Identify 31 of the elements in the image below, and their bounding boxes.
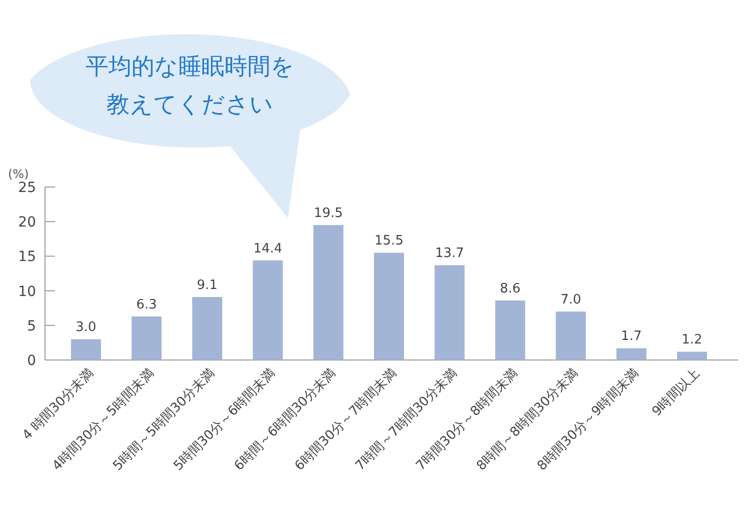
bar — [495, 300, 526, 360]
data-label: 8.6 — [500, 281, 521, 296]
bar — [252, 260, 283, 360]
y-tick-label: 15 — [18, 249, 36, 266]
data-label: 15.5 — [374, 234, 404, 249]
bar — [71, 339, 101, 360]
y-tick-label: 10 — [18, 284, 36, 300]
bar — [374, 252, 404, 360]
bar — [556, 312, 586, 360]
bar — [132, 316, 162, 360]
bar — [434, 265, 465, 360]
chart-title: 平均的な睡眠時間を教えてください — [86, 54, 294, 118]
data-label: 6.3 — [136, 297, 157, 312]
y-tick-label: 25 — [18, 180, 36, 196]
y-tick-label: 20 — [18, 214, 36, 231]
data-label: 7.0 — [560, 292, 582, 308]
bar — [677, 352, 707, 360]
data-label: 14.4 — [253, 241, 282, 256]
data-label: 1.7 — [621, 329, 642, 344]
x-tick-label: 9時間以上 — [650, 366, 703, 420]
bar — [313, 225, 344, 360]
y-axis-title: (%) — [8, 167, 29, 181]
data-label: 3.0 — [76, 320, 96, 336]
y-tick-label: 5 — [27, 318, 36, 334]
bar — [616, 348, 646, 360]
data-label: 19.5 — [314, 206, 343, 222]
data-label: 1.2 — [682, 332, 702, 348]
data-label: 9.1 — [196, 278, 218, 294]
data-label: 13.7 — [435, 246, 464, 262]
y-tick-label: 0 — [27, 353, 36, 369]
bar — [192, 297, 222, 360]
